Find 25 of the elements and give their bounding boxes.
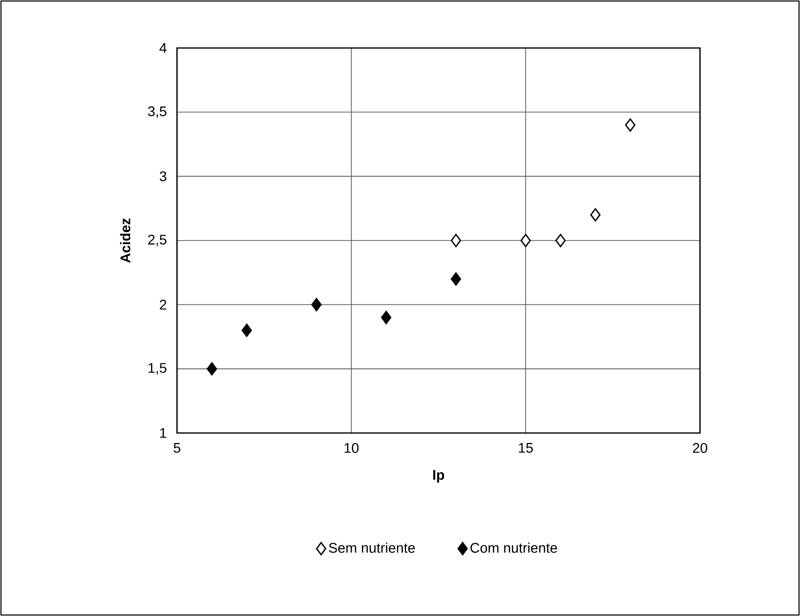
point (625, 118, 636, 132)
point (242, 324, 252, 337)
point (381, 310, 392, 324)
point (590, 208, 601, 222)
x-axis-title: Ip (433, 470, 444, 483)
x-tick-label: 5 (174, 443, 180, 453)
y-tick-label: 1 (160, 428, 166, 438)
legend-label: Com nutriente (470, 542, 558, 553)
point (450, 234, 462, 248)
x-tick-label: 15 (518, 443, 533, 453)
point (206, 362, 218, 376)
y-tick-label: 2,5 (148, 234, 166, 246)
point (311, 298, 322, 312)
x-tick-label: 10 (344, 443, 359, 453)
y-tick-label: 1,5 (148, 363, 166, 375)
point (450, 272, 462, 286)
y-axis-title: Acidez (120, 218, 130, 263)
point (555, 234, 566, 248)
point (520, 234, 531, 248)
y-tick-label: 3 (160, 171, 166, 182)
y-tick-label: 4 (159, 43, 167, 53)
y-tick-label: 2 (160, 300, 166, 310)
legend-label: Sem nutriente (328, 542, 415, 553)
x-tick-label: 20 (692, 443, 708, 453)
y-tick-label: 3,5 (148, 106, 166, 118)
